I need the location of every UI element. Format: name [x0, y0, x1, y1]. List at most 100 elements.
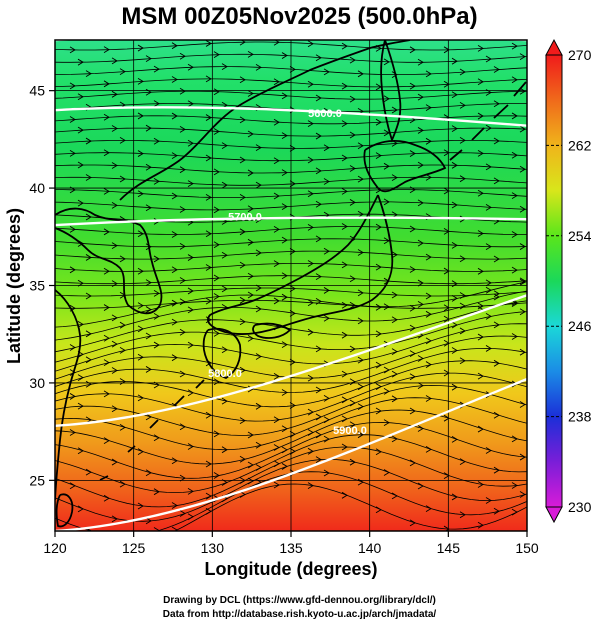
- wind-arrow: [187, 287, 194, 295]
- wind-arrow: [485, 345, 492, 352]
- wind-arrow: [281, 272, 288, 280]
- wind-arrow: [85, 70, 92, 78]
- x-tick-label: 150: [515, 540, 539, 556]
- wind-arrow: [357, 249, 364, 256]
- wind-arrow: [77, 374, 84, 381]
- wind-arrow: [315, 94, 322, 102]
- wind-arrow: [323, 435, 330, 443]
- wind-arrow: [103, 80, 110, 88]
- x-tick-label: 145: [437, 540, 461, 556]
- wind-arrow: [179, 328, 186, 336]
- wind-arrow: [153, 137, 160, 145]
- wind-arrow: [213, 128, 220, 135]
- wind-arrow: [179, 510, 186, 517]
- wind-arrow: [315, 431, 322, 439]
- wind-arrow: [451, 161, 458, 169]
- wind-arrow: [341, 301, 348, 309]
- wind-arrow: [459, 255, 466, 263]
- wind-arrow: [493, 359, 500, 367]
- wind-arrow: [187, 306, 194, 314]
- wind-arrow: [341, 491, 348, 499]
- wind-arrow: [477, 230, 484, 237]
- wind-arrow: [187, 139, 194, 147]
- wind-arrow: [247, 335, 254, 342]
- colorbar-bar: [545, 54, 563, 508]
- wind-arrow: [459, 68, 466, 76]
- wind-arrow: [315, 413, 322, 421]
- plot-area: 5500.0 5600.0 5700.0 5800.0 5900.0 120 125 130…: [29, 29, 539, 556]
- wind-arrow: [111, 57, 118, 65]
- wind-arrow: [213, 168, 220, 176]
- y-tick-label: 35: [29, 278, 45, 294]
- colorbar-tick-label: 230: [568, 499, 592, 515]
- korea-coast: [55, 207, 163, 315]
- wind-arrow: [213, 274, 220, 282]
- wind-arrow: [375, 118, 382, 126]
- wind-arrow: [179, 87, 186, 95]
- wind-arrow: [221, 181, 228, 189]
- wind-arrow: [85, 213, 92, 221]
- credits: Drawing by DCL (https://www.gfd-dennou.o…: [0, 594, 599, 622]
- wind-arrow: [103, 187, 110, 195]
- wind-arrow: [213, 88, 220, 96]
- wind-arrow: [120, 533, 125, 539]
- wind-arrow: [417, 199, 424, 207]
- colorbar-tick-label: 262: [568, 137, 592, 153]
- wind-arrow: [417, 58, 424, 66]
- wind-arrow: [111, 162, 118, 169]
- wind-arrow: [409, 82, 416, 90]
- wind-arrow: [289, 447, 296, 455]
- wind-arrow: [247, 238, 254, 246]
- wind-arrow: [391, 291, 398, 299]
- wind-arrow: [205, 40, 212, 47]
- wind-arrow: [459, 357, 466, 365]
- wind-arrow: [187, 100, 194, 108]
- wind-arrow: [247, 205, 254, 213]
- colorbar: 230 238 246 254 262 270: [545, 38, 592, 524]
- contour-label: 5500.0: [218, 29, 252, 41]
- wind-arrow: [409, 324, 416, 332]
- wind-arrow: [443, 267, 450, 275]
- wind-arrow: [485, 163, 492, 171]
- wind-arrow: [323, 178, 330, 185]
- wind-arrow: [247, 477, 254, 485]
- wind-arrow: [307, 299, 314, 307]
- wind-arrow: [459, 137, 466, 144]
- wind-arrow: [459, 101, 466, 109]
- wind-arrow: [171, 457, 178, 465]
- wind-arrow: [77, 126, 84, 134]
- wind-arrow: [349, 458, 356, 466]
- wind-arrow: [111, 515, 118, 523]
- y-tick-label: 45: [29, 83, 45, 99]
- wind-arrow: [477, 112, 484, 120]
- height-contours: 5500.0 5600.0 5700.0 5800.0 5900.0: [55, 29, 527, 531]
- wind-arrow: [247, 272, 254, 280]
- wind-arrow: [391, 316, 398, 324]
- wind-arrow: [383, 95, 390, 103]
- wind-arrow: [69, 393, 76, 400]
- wind-arrow: [315, 235, 322, 243]
- wind-arrow: [383, 419, 390, 427]
- wind-arrow: [281, 425, 288, 433]
- wind-arrow: [239, 491, 246, 498]
- wind-arrow: [485, 497, 492, 504]
- wind-arrow: [145, 469, 152, 477]
- wind-arrow: [357, 431, 364, 439]
- wind-arrow: [341, 120, 348, 127]
- wind-arrow: [273, 372, 280, 380]
- wind-arrow: [409, 407, 416, 415]
- x-tick-label: 130: [201, 540, 225, 556]
- wind-arrow: [153, 434, 160, 442]
- wind-arrow: [391, 71, 398, 78]
- wind-arrow: [205, 460, 212, 468]
- wind-arrow: [477, 267, 484, 275]
- wind-arrow: [417, 425, 424, 432]
- wind-arrow: [443, 228, 450, 235]
- wind-arrow: [137, 394, 144, 402]
- wind-arrow: [391, 174, 398, 181]
- wind-arrow: [307, 223, 314, 231]
- wind-arrow: [281, 293, 288, 301]
- contour-line: [55, 216, 527, 227]
- wind-arrow: [145, 163, 152, 171]
